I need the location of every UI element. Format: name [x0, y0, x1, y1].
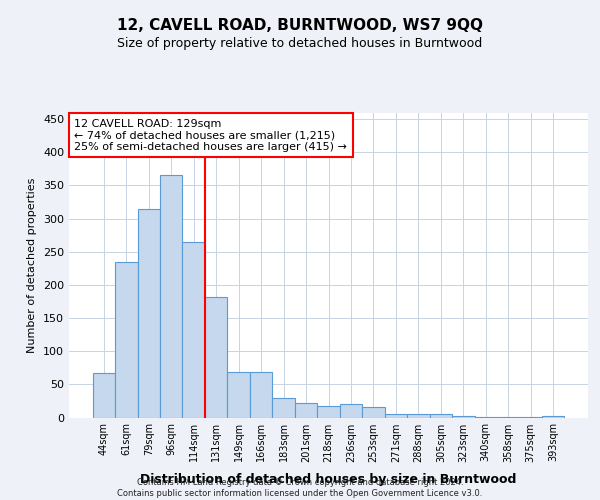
Bar: [92, 373, 115, 418]
Y-axis label: Number of detached properties: Number of detached properties: [28, 178, 37, 352]
Bar: [452, 416, 475, 418]
Text: 12 CAVELL ROAD: 129sqm
← 74% of detached houses are smaller (1,215)
25% of semi-: 12 CAVELL ROAD: 129sqm ← 74% of detached…: [74, 118, 347, 152]
Bar: [340, 404, 362, 417]
Text: Contains HM Land Registry data © Crown copyright and database right 2024.
Contai: Contains HM Land Registry data © Crown c…: [118, 478, 482, 498]
Text: 12, CAVELL ROAD, BURNTWOOD, WS7 9QQ: 12, CAVELL ROAD, BURNTWOOD, WS7 9QQ: [117, 18, 483, 32]
Bar: [295, 403, 317, 417]
Bar: [362, 407, 385, 418]
Bar: [115, 262, 137, 418]
Bar: [227, 372, 250, 418]
Bar: [430, 414, 452, 418]
Text: Size of property relative to detached houses in Burntwood: Size of property relative to detached ho…: [118, 38, 482, 51]
Bar: [520, 417, 542, 418]
Bar: [250, 372, 272, 418]
Bar: [407, 414, 430, 418]
X-axis label: Distribution of detached houses by size in Burntwood: Distribution of detached houses by size …: [140, 473, 517, 486]
Bar: [182, 242, 205, 418]
Bar: [475, 417, 497, 418]
Bar: [497, 417, 520, 418]
Bar: [272, 398, 295, 417]
Bar: [137, 208, 160, 418]
Bar: [317, 406, 340, 417]
Bar: [385, 414, 407, 418]
Bar: [205, 297, 227, 418]
Bar: [160, 176, 182, 418]
Bar: [542, 416, 565, 418]
